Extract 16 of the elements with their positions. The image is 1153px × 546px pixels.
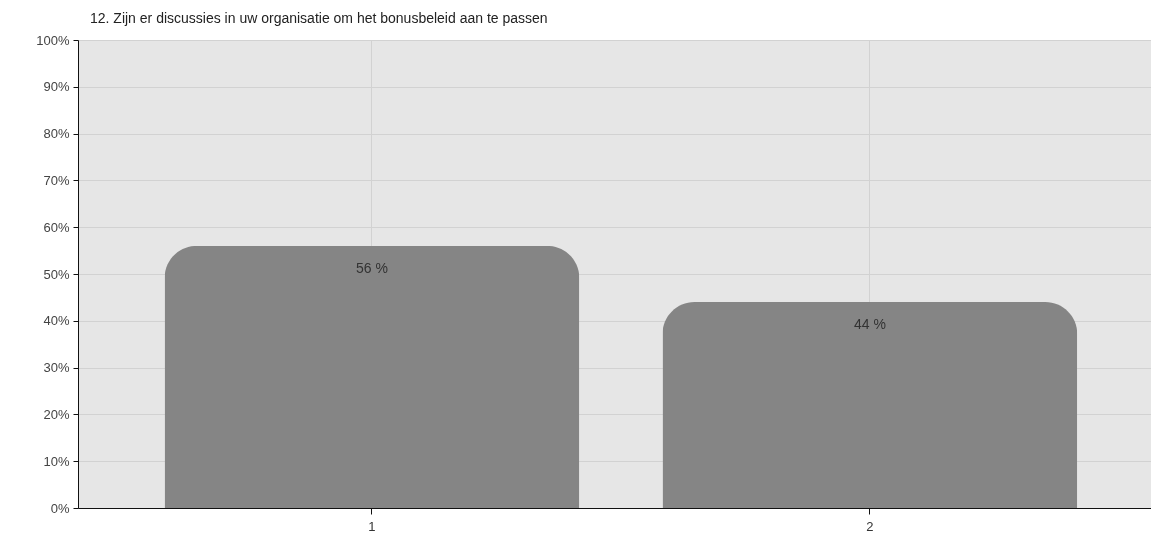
y-tick-label: 90% [43,79,70,95]
y-tick-label: 60% [43,219,70,235]
y-tick-label: 50% [43,266,70,282]
y-tick-label: 80% [43,126,70,142]
y-tick-label: 30% [43,360,70,376]
x-tick-label: 1 [368,518,376,534]
data-label: 44 % [853,316,886,333]
y-tick-label: 0% [50,500,70,516]
y-tick-label: 10% [43,453,70,469]
y-tick-label: 40% [43,313,70,329]
y-tick-label: 100% [36,32,70,48]
y-tick-label: 70% [43,172,70,188]
x-tick-label: 2 [866,518,874,534]
y-tick-label: 20% [43,406,70,422]
chart-title: 12. Zijn er discussies in uw organisatie om het bonusbeleid aan te passen [90,10,548,26]
data-label: 56 % [356,259,388,276]
